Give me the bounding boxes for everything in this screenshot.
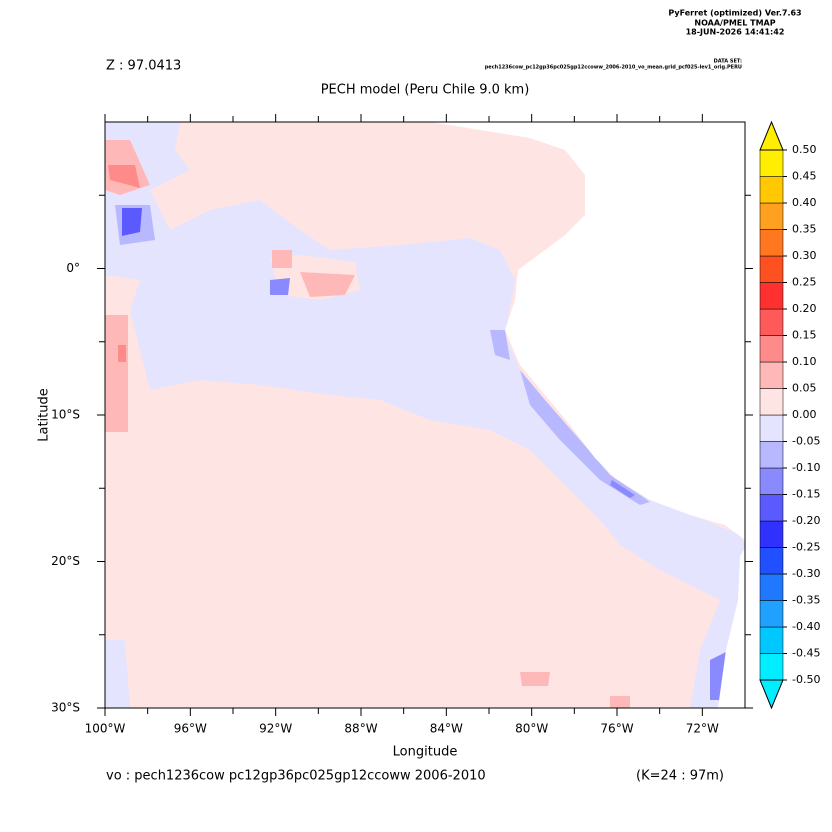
colorbar-label: 0.50 [792,143,817,156]
y-tick-label: 20°S [51,554,80,568]
y-tick-label: 30°S [51,701,80,715]
colorbar-label: 0.45 [792,170,817,183]
colorbar-bin [759,202,784,230]
colorbar-bin [759,255,784,283]
colorbar-label: -0.25 [792,541,820,554]
chart-title: PECH model (Peru Chile 9.0 km) [321,83,530,98]
footer-right: (K=24 : 97m) [636,769,724,784]
colorbar-label: -0.30 [792,567,820,580]
colorbar-bin [759,361,784,389]
y-tick-label: 10°S [51,408,80,422]
x-tick-label: 88°W [344,722,377,736]
positive-patch [108,165,140,362]
colorbar-label: 0.00 [792,408,817,421]
x-tick-label: 96°W [174,722,207,736]
x-axis-label: Longitude [393,745,458,760]
colorbar-label: 0.35 [792,223,817,236]
colorbar-bin [759,308,784,336]
land [430,122,745,708]
colorbar-label: -0.35 [792,594,820,607]
z-label: Z : 97.0413 [106,59,181,74]
colorbar-label: 0.15 [792,329,817,342]
colorbar-under [759,679,784,710]
y-tick-label: 0° [66,261,80,275]
header-line: NOAA/PMEL TMAP [694,19,775,28]
colorbar-bin [759,441,784,469]
x-tick-label: 92°W [259,722,292,736]
colorbar-bin [759,520,784,548]
coastal-negative [490,330,650,505]
dataset-name: pech1236cow_pc12gp36pc025gp12ccoww_2006-… [485,65,742,71]
header-line: 18-JUN-2026 14:41:42 [686,28,785,37]
colorbar-label: 0.25 [792,276,817,289]
colorbar-label: 0.20 [792,302,817,315]
colorbar-bin [759,414,784,442]
colorbar-bin [759,229,784,257]
colorbar-bin [759,547,784,575]
x-tick-label: 72°W [686,722,719,736]
header-line: PyFerret (optimized) Ver.7.63 [668,9,801,18]
colorbar-label: 0.40 [792,196,817,209]
dataset-title: DATA SET: [714,59,742,65]
negative-region [105,122,745,708]
colorbar-bin [759,335,784,363]
colorbar-bin [759,467,784,495]
x-tick-label: 84°W [430,722,463,736]
colorbar-bin [759,653,784,681]
colorbar-label: 0.10 [792,355,817,368]
x-tick-label: 100°W [85,722,126,736]
colorbar-bin [759,176,784,204]
colorbar-bin [759,600,784,628]
x-tick-label: 80°W [515,722,548,736]
colorbar-bin [759,494,784,522]
x-tick-label: 76°W [600,722,633,736]
colorbar-bin [759,388,784,416]
colorbar-label: -0.15 [792,488,820,501]
colorbar-label: -0.05 [792,435,820,448]
negative-patch [122,208,142,236]
colorbar-bin [759,573,784,601]
footer-left: vo : pech1236cow pc12gp36pc025gp12ccoww … [106,769,486,784]
colorbar-over [759,120,784,151]
negative-region [105,230,185,708]
colorbar-label: -0.20 [792,514,820,527]
colorbar-bin [759,282,784,310]
y-axis-label: Latitude [37,388,52,442]
colorbar-label: -0.40 [792,620,820,633]
colorbar-label: -0.45 [792,647,820,660]
colorbar-label: -0.10 [792,461,820,474]
colorbar-label: -0.50 [792,673,820,686]
field [105,122,745,708]
colorbar-bin [759,149,784,177]
colorbar-label: 0.05 [792,382,817,395]
colorbar-label: 0.30 [792,249,817,262]
colorbar-bin [759,626,784,654]
